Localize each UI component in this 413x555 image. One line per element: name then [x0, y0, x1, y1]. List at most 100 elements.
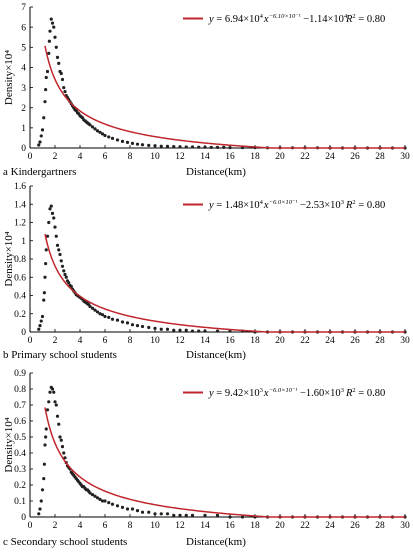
- x-tick-label: 6: [103, 336, 108, 346]
- x-tick-label: 6: [103, 152, 108, 162]
- data-point: [103, 133, 107, 138]
- r-squared-value: = 0.80: [356, 200, 386, 211]
- data-point: [44, 248, 48, 252]
- r-squared-exponent: 2: [352, 387, 355, 394]
- data-point: [93, 494, 97, 498]
- data-point: [103, 314, 107, 319]
- fit-curve: [44, 233, 405, 333]
- data-point: [130, 323, 135, 327]
- data-point: [48, 29, 52, 33]
- equation-x: x: [263, 14, 269, 25]
- x-tick-label: 18: [250, 152, 260, 162]
- y-tick-label: 6: [21, 23, 26, 33]
- x-tick-label: 26: [350, 336, 360, 346]
- data-point: [172, 328, 176, 332]
- data-point: [197, 329, 201, 333]
- x-axis-label: Distance(km): [186, 166, 246, 178]
- equation-y: y: [208, 388, 214, 399]
- data-point: [43, 275, 47, 279]
- data-point: [64, 275, 68, 279]
- data-point: [197, 145, 201, 149]
- x-tick-label: 2: [53, 521, 58, 531]
- data-point: [140, 324, 145, 329]
- y-tick-label: 0.1: [14, 497, 26, 507]
- data-point: [130, 141, 135, 145]
- data-point: [38, 140, 42, 144]
- data-point: [60, 264, 65, 268]
- data-point: [38, 507, 42, 511]
- x-tick-label: 16: [225, 152, 235, 162]
- data-point: [172, 513, 176, 518]
- data-point: [98, 312, 102, 316]
- data-point: [43, 100, 47, 104]
- data-point: [190, 513, 195, 518]
- data-point: [52, 25, 56, 29]
- equation-power: −6.0×10⁻¹: [269, 199, 298, 206]
- data-point: [44, 427, 48, 431]
- data-point: [178, 513, 182, 518]
- x-tick-label: 18: [250, 336, 260, 346]
- legend-r-squared: R2 = 0.80: [345, 13, 385, 25]
- data-point: [37, 512, 41, 516]
- data-point: [48, 207, 52, 211]
- data-point: [63, 90, 67, 94]
- x-tick-label: 24: [325, 521, 335, 531]
- data-point: [178, 145, 182, 149]
- data-point: [140, 510, 145, 514]
- r-squared-value: = 0.80: [356, 14, 386, 25]
- x-tick-label: 22: [300, 336, 310, 346]
- y-tick-label: 1: [21, 237, 26, 247]
- x-tick-label: 8: [128, 521, 133, 531]
- data-point: [39, 499, 43, 503]
- data-point: [53, 225, 57, 229]
- data-point: [59, 71, 63, 76]
- data-point: [38, 324, 42, 328]
- data-point: [54, 403, 58, 407]
- legend-r-squared: R2 = 0.80: [345, 387, 385, 399]
- data-point: [93, 127, 97, 131]
- data-point: [135, 142, 140, 146]
- x-tick-label: 10: [150, 336, 160, 346]
- data-point: [45, 234, 50, 238]
- data-point: [62, 85, 66, 90]
- y-axis-label: Density×10⁴: [3, 417, 15, 472]
- data-point: [110, 317, 115, 321]
- data-point: [45, 408, 50, 412]
- x-axis-label: Distance(km): [186, 349, 246, 361]
- data-point: [184, 328, 188, 332]
- data-point: [49, 17, 53, 21]
- x-tick-label: 26: [350, 521, 360, 531]
- data-point: [44, 87, 48, 92]
- x-tick-label: 14: [200, 336, 210, 346]
- data-point: [153, 512, 157, 516]
- x-tick-label: 2: [53, 152, 58, 162]
- data-point: [203, 513, 207, 518]
- r-squared-exponent: 2: [352, 199, 355, 206]
- fit-curve: [44, 45, 405, 149]
- y-tick-label: 3: [21, 84, 26, 94]
- data-point: [125, 140, 130, 144]
- data-point: [53, 35, 57, 39]
- fit-curve: [44, 407, 405, 518]
- legend-r-squared: R2 = 0.80: [345, 199, 385, 211]
- data-point: [107, 135, 111, 139]
- x-tick-label: 10: [150, 152, 160, 162]
- data-point: [58, 435, 62, 439]
- x-tick-label: 8: [128, 336, 133, 346]
- data-point: [240, 515, 245, 519]
- data-point: [159, 327, 163, 331]
- data-point: [165, 512, 170, 516]
- data-point: [153, 326, 157, 330]
- chart-panel-1: 0 2 4 6 8 10 12 14 16 18 20 22 24 26 28 3001234567Densi…: [3, 3, 410, 178]
- data-point: [120, 505, 125, 509]
- data-point: [69, 284, 73, 288]
- x-tick-label: 4: [78, 152, 83, 162]
- data-point: [54, 45, 58, 49]
- x-tick-label: 10: [150, 521, 160, 531]
- data-point: [100, 313, 105, 317]
- data-point: [57, 248, 61, 252]
- data-point: [42, 291, 46, 295]
- x-tick-label: 12: [175, 152, 185, 162]
- equation-constant-exponent: 3: [341, 387, 344, 394]
